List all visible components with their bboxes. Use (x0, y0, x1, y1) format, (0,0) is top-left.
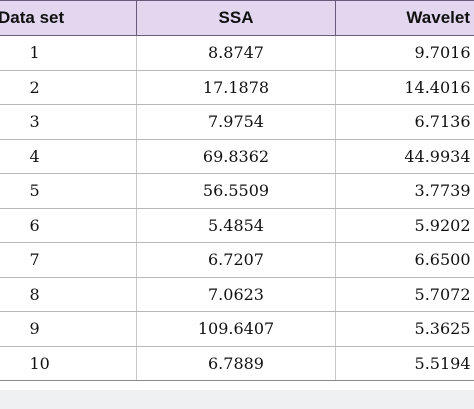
cell-ssa: 109.6407 (136, 311, 336, 347)
table-row: 4 69.8362 44.9934 (0, 139, 474, 174)
cell-data-set: 1 (0, 35, 137, 71)
header-data-set: Data set (0, 0, 137, 36)
table-row: 6 5.4854 5.9202 (0, 208, 474, 243)
table-row: 2 17.1878 14.4016 (0, 70, 474, 105)
cell-wavelet: 44.9934 (335, 139, 474, 174)
cell-ssa: 7.0623 (136, 277, 336, 312)
cell-wavelet: 5.3625 (335, 311, 474, 347)
table-row: 9 109.6407 5.3625 (0, 311, 474, 347)
table-row: 5 56.5509 3.7739 (0, 173, 474, 209)
cell-wavelet: 14.4016 (335, 70, 474, 105)
table-row: 1 8.8747 9.7016 (0, 35, 474, 71)
cell-data-set: 6 (0, 208, 137, 243)
cell-wavelet: 9.7016 (335, 35, 474, 71)
cell-ssa: 6.7889 (136, 346, 336, 381)
cell-data-set: 8 (0, 277, 137, 312)
cell-wavelet: 6.6500 (335, 242, 474, 278)
cell-wavelet: 6.7136 (335, 104, 474, 140)
cell-wavelet: 5.9202 (335, 208, 474, 243)
table-row: 7 6.7207 6.6500 (0, 242, 474, 278)
cell-data-set: 4 (0, 139, 137, 174)
cell-ssa: 69.8362 (136, 139, 336, 174)
footer-bar (0, 390, 474, 409)
results-table: Data set SSA Wavelet 1 8.8747 9.7016 2 17.18… (0, 0, 474, 381)
table-row: 3 7.9754 6.7136 (0, 104, 474, 140)
cell-data-set: 2 (0, 70, 137, 105)
cell-data-set: 9 (0, 311, 137, 347)
cell-wavelet: 5.7072 (335, 277, 474, 312)
table-row: 8 7.0623 5.7072 (0, 277, 474, 312)
header-wavelet: Wavelet (335, 0, 474, 36)
cell-ssa: 5.4854 (136, 208, 336, 243)
cell-ssa: 56.5509 (136, 173, 336, 209)
header-row: Data set SSA Wavelet (0, 0, 474, 36)
cell-ssa: 6.7207 (136, 242, 336, 278)
cell-wavelet: 3.7739 (335, 173, 474, 209)
cell-data-set: 10 (0, 346, 137, 381)
cell-ssa: 17.1878 (136, 70, 336, 105)
cell-data-set: 3 (0, 104, 137, 140)
table-row: 10 6.7889 5.5194 (0, 346, 474, 381)
cell-ssa: 7.9754 (136, 104, 336, 140)
cell-ssa: 8.8747 (136, 35, 336, 71)
cell-data-set: 5 (0, 173, 137, 209)
table-container: Data set SSA Wavelet 1 8.8747 9.7016 2 17.18… (0, 0, 474, 381)
cell-wavelet: 5.5194 (335, 346, 474, 381)
header-ssa: SSA (136, 0, 336, 36)
cell-data-set: 7 (0, 242, 137, 278)
